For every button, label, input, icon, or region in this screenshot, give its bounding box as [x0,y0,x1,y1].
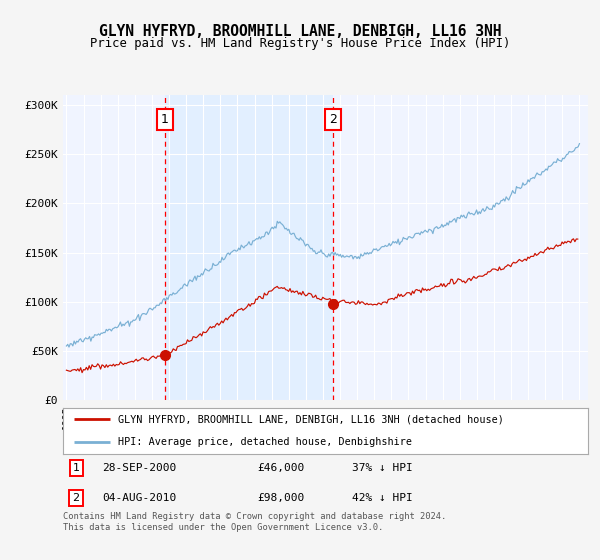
Text: GLYN HYFRYD, BROOMHILL LANE, DENBIGH, LL16 3NH: GLYN HYFRYD, BROOMHILL LANE, DENBIGH, LL… [99,24,501,39]
Text: GLYN HYFRYD, BROOMHILL LANE, DENBIGH, LL16 3NH (detached house): GLYN HYFRYD, BROOMHILL LANE, DENBIGH, LL… [118,414,504,424]
Text: Contains HM Land Registry data © Crown copyright and database right 2024.
This d: Contains HM Land Registry data © Crown c… [63,512,446,532]
Text: 2: 2 [73,493,80,503]
Text: 1: 1 [161,113,169,127]
Text: HPI: Average price, detached house, Denbighshire: HPI: Average price, detached house, Denb… [118,437,412,447]
Text: 42% ↓ HPI: 42% ↓ HPI [352,493,413,503]
Text: 04-AUG-2010: 04-AUG-2010 [103,493,176,503]
Bar [165,95,333,400]
Text: 1: 1 [73,463,80,473]
Text: £98,000: £98,000 [257,493,305,503]
Text: 37% ↓ HPI: 37% ↓ HPI [352,463,413,473]
Text: 2: 2 [329,113,337,127]
Text: 28-SEP-2000: 28-SEP-2000 [103,463,176,473]
Text: Price paid vs. HM Land Registry's House Price Index (HPI): Price paid vs. HM Land Registry's House … [90,37,510,50]
Text: £46,000: £46,000 [257,463,305,473]
